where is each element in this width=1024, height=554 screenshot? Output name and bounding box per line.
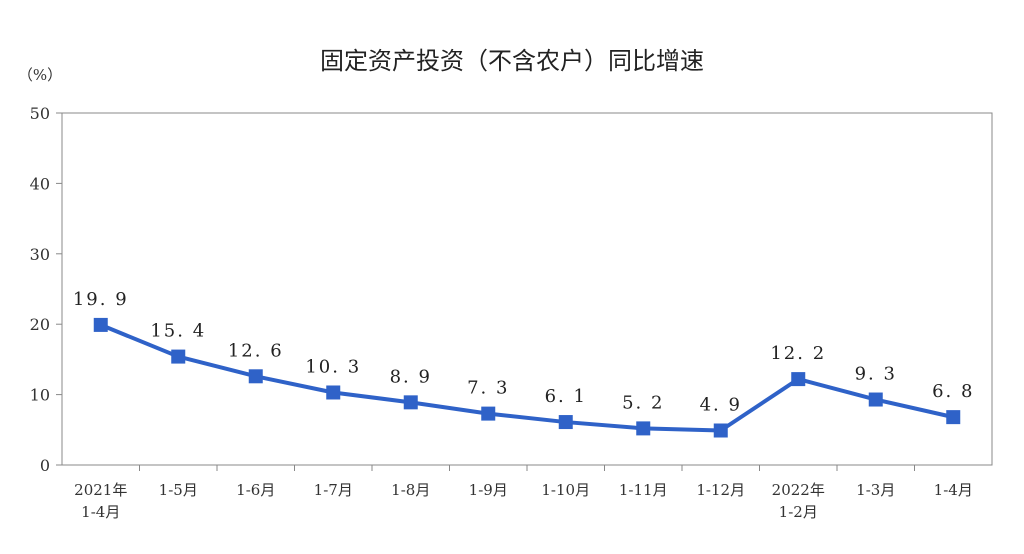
y-tick-label: 10	[30, 386, 50, 405]
data-point-marker	[636, 421, 651, 436]
x-tick-label-line: 1-10月	[541, 481, 590, 499]
x-tick-label-line: 1-9月	[469, 481, 508, 499]
x-tick-label-line: 1-3月	[856, 481, 895, 499]
data-label: 5. 2	[622, 392, 664, 413]
data-point-marker	[558, 415, 573, 430]
x-tick-label: 1-4月	[934, 481, 973, 499]
data-labels: 19. 9 15. 4 12. 6 10. 3 8. 9 7. 3 6. 1 5. 2 4. 9…	[73, 289, 974, 416]
data-label: 6. 1	[545, 386, 587, 407]
x-tick-label: 2021年 1-4月	[74, 481, 127, 521]
y-tick-label: 50	[30, 104, 50, 123]
data-point-marker	[481, 406, 496, 421]
data-label: 12. 6	[228, 340, 284, 361]
x-tick-label: 1-8月	[391, 481, 430, 499]
data-label: 12. 2	[770, 343, 826, 364]
data-label: 19. 9	[73, 289, 129, 310]
x-tick-label: 1-6月	[236, 481, 275, 499]
x-tick-label-line: 1-8月	[391, 481, 430, 499]
x-tick-label-line: 1-11月	[619, 481, 668, 499]
data-label: 4. 9	[700, 395, 742, 416]
data-point-marker	[171, 349, 186, 364]
x-axis-ticks: 2021年 1-4月 1-5月 1-6月 1-7月 1-8月 1-9月 1-10月 1-11月 1…	[74, 465, 973, 521]
x-tick-label: 1-7月	[314, 481, 353, 499]
x-tick-label-line: 1-4月	[81, 503, 120, 521]
data-point-marker	[248, 369, 263, 384]
x-tick-label: 2022年 1-2月	[772, 481, 825, 521]
x-tick-label-line: 1-6月	[236, 481, 275, 499]
data-point-marker	[868, 392, 883, 407]
x-tick-label: 1-9月	[469, 481, 508, 499]
x-tick-label: 1-12月	[696, 481, 745, 499]
x-tick-label: 1-11月	[619, 481, 668, 499]
y-tick-label: 20	[30, 315, 50, 334]
data-label: 9. 3	[855, 364, 897, 385]
data-label: 15. 4	[150, 321, 206, 342]
series-layer	[93, 317, 961, 438]
chart-title: 固定资产投资（不含农户）同比增速	[320, 47, 704, 75]
data-point-marker	[403, 395, 418, 410]
x-tick-label-line: 1-5月	[159, 481, 198, 499]
data-label: 10. 3	[305, 356, 361, 377]
series-line	[99, 323, 954, 433]
data-point-marker	[791, 372, 806, 387]
plot-frame	[61, 112, 993, 466]
data-label: 8. 9	[390, 366, 432, 387]
data-point-marker	[713, 423, 728, 438]
y-tick-label: 0	[40, 456, 50, 475]
x-tick-label: 1-5月	[159, 481, 198, 499]
y-axis-unit-label: （%）	[18, 66, 62, 84]
y-tick-label: 40	[30, 174, 50, 193]
data-label: 6. 8	[932, 381, 974, 402]
data-point-marker	[93, 317, 108, 332]
x-tick-label-line: 2022年	[772, 481, 825, 499]
data-point-marker	[326, 385, 341, 400]
x-tick-label-line: 1-4月	[934, 481, 973, 499]
y-tick-label: 30	[30, 245, 50, 264]
x-tick-label: 1-3月	[856, 481, 895, 499]
x-tick-label: 1-10月	[541, 481, 590, 499]
data-label: 7. 3	[467, 378, 509, 399]
x-tick-label-line: 1-2月	[779, 503, 818, 521]
x-tick-label-line: 1-12月	[696, 481, 745, 499]
y-axis-ticks: 0 10 20 30 40 50	[30, 104, 62, 475]
data-point-marker	[946, 410, 961, 425]
x-tick-label-line: 1-7月	[314, 481, 353, 499]
x-tick-label-line: 2021年	[74, 481, 127, 499]
